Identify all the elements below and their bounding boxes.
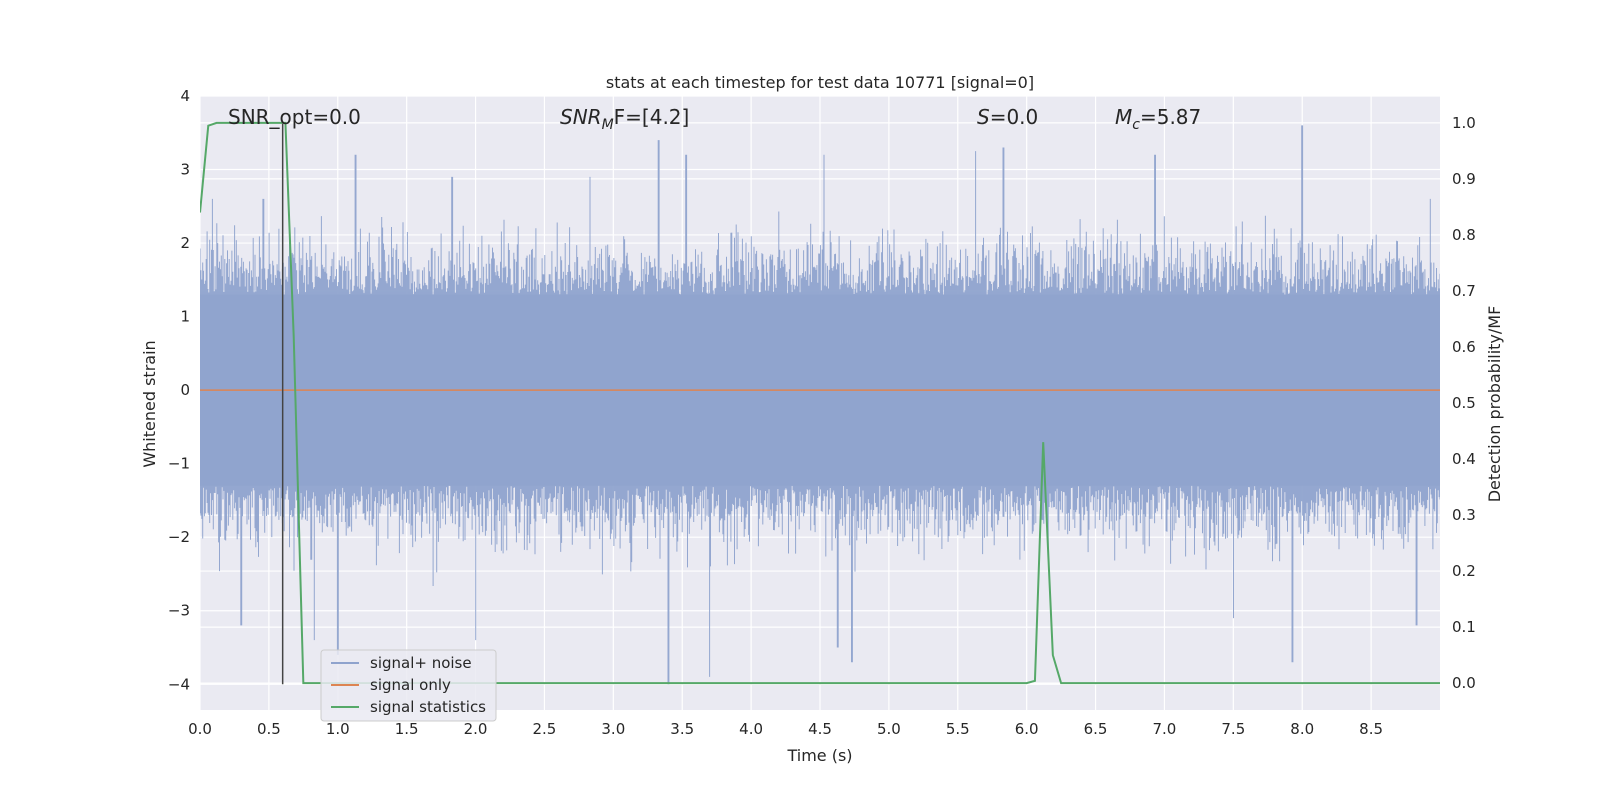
series-signal-statistics bbox=[200, 121, 1440, 685]
x-tick-label: 6.5 bbox=[1084, 720, 1108, 738]
x-tick-label: 3.0 bbox=[601, 720, 625, 738]
legend-box bbox=[320, 649, 497, 722]
noise-trace bbox=[200, 125, 1440, 685]
annotation-snr-opt: SNR_opt=0.0 bbox=[228, 105, 361, 129]
y2-tick-label: 0.7 bbox=[1452, 282, 1476, 300]
y-tick-label: 2 bbox=[180, 234, 190, 252]
x-tick-labels: 0.0 0.5 1.0 1.5 2.0 2.5 3.0 3.5 4.0 4.5 5.0 5.5 6.0 6… bbox=[188, 720, 1383, 738]
x-tick-label: 8.0 bbox=[1290, 720, 1314, 738]
y-axis-label: Whitened strain bbox=[140, 340, 159, 467]
x-tick-label: 0.5 bbox=[257, 720, 281, 738]
y2-tick-label: 0.5 bbox=[1452, 394, 1476, 412]
x-tick-label: 7.0 bbox=[1153, 720, 1177, 738]
x-tick-label: 4.0 bbox=[739, 720, 763, 738]
x-tick-label: 4.5 bbox=[808, 720, 832, 738]
y2-tick-label: 0.8 bbox=[1452, 226, 1476, 244]
x-axis-label: Time (s) bbox=[786, 746, 852, 765]
legend-label-signal-only: signal only bbox=[370, 676, 451, 694]
x-tick-label: 1.0 bbox=[326, 720, 350, 738]
y-tick-label: −4 bbox=[168, 675, 190, 693]
x-tick-label: 8.5 bbox=[1359, 720, 1383, 738]
annotation-snr-mf: SNRMF=[4.2] bbox=[560, 105, 689, 133]
y2-tick-label: 0.9 bbox=[1452, 170, 1476, 188]
y2-tick-label: 0.1 bbox=[1452, 618, 1476, 636]
x-tick-label: 5.5 bbox=[946, 720, 970, 738]
legend-label-signal-statistics: signal statistics bbox=[370, 698, 486, 716]
y-tick-label: −3 bbox=[168, 602, 190, 620]
y-tick-label: −1 bbox=[168, 455, 190, 473]
chart-title: stats at each timestep for test data 107… bbox=[606, 73, 1034, 92]
y-tick-label: 3 bbox=[180, 161, 190, 179]
x-tick-label: 5.0 bbox=[877, 720, 901, 738]
x-tick-label: 6.0 bbox=[1015, 720, 1039, 738]
y2-tick-label: 0.3 bbox=[1452, 506, 1476, 524]
y-tick-label: 4 bbox=[180, 87, 190, 105]
y-tick-labels: 4 3 2 1 0 −1 −2 −3 −4 bbox=[168, 87, 190, 693]
y2-axis-label: Detection probability/MF bbox=[1485, 306, 1504, 503]
y2-tick-labels: 1.0 0.9 0.8 0.7 0.6 0.5 0.4 0.3 0.2 0.1 0.0 bbox=[1452, 114, 1476, 692]
y2-tick-label: 0.6 bbox=[1452, 338, 1476, 356]
y-tick-label: 0 bbox=[180, 381, 190, 399]
y2-tick-label: 0.4 bbox=[1452, 450, 1476, 468]
annotation-s: S=0.0 bbox=[977, 105, 1038, 129]
annotation-mc: Mc=5.87 bbox=[1115, 105, 1201, 133]
x-tick-label: 7.5 bbox=[1221, 720, 1245, 738]
y2-tick-label: 0.2 bbox=[1452, 562, 1476, 580]
y2-tick-label: 0.0 bbox=[1452, 674, 1476, 692]
y2-tick-label: 1.0 bbox=[1452, 114, 1476, 132]
x-tick-label: 0.0 bbox=[188, 720, 212, 738]
x-tick-label: 1.5 bbox=[395, 720, 419, 738]
x-tick-label: 2.5 bbox=[533, 720, 557, 738]
x-tick-label: 2.0 bbox=[464, 720, 488, 738]
y-tick-label: 1 bbox=[180, 308, 190, 326]
legend: signal+ noise signal only signal statist… bbox=[320, 649, 497, 722]
y-tick-label: −2 bbox=[168, 528, 190, 546]
x-tick-label: 3.5 bbox=[670, 720, 694, 738]
legend-label-signal-plus-noise: signal+ noise bbox=[370, 654, 472, 672]
signal-statistics-line bbox=[200, 121, 1440, 685]
